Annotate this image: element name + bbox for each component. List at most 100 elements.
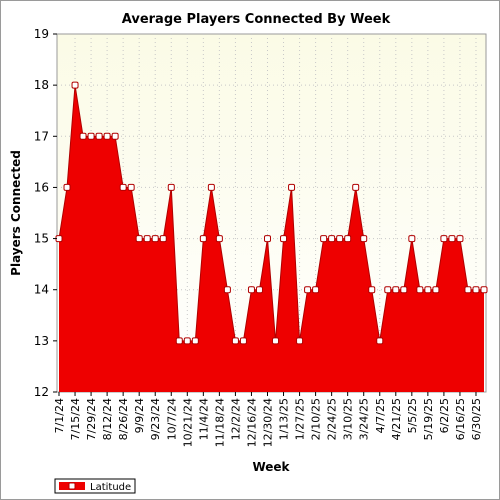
data-point	[424, 286, 432, 294]
x-tick-label: 6/30/25	[470, 398, 483, 440]
x-tick-label: 11/4/24	[197, 398, 210, 440]
data-point	[376, 337, 384, 345]
data-point	[448, 235, 456, 243]
x-tick-label: 7/1/24	[53, 398, 66, 433]
y-tick-label: 14	[34, 283, 49, 297]
x-axis-ticks: 7/1/24 7/15/24 7/29/24 8/12/24 8/26/24 9/9/24…	[53, 392, 483, 447]
data-point	[239, 337, 247, 345]
data-point	[263, 235, 271, 243]
x-tick-label: 9/9/24	[133, 398, 146, 433]
x-axis-label: Week	[252, 460, 290, 474]
y-tick-label: 12	[34, 385, 49, 399]
data-point	[127, 183, 135, 191]
data-point	[360, 235, 368, 243]
data-point	[119, 183, 127, 191]
data-point	[143, 235, 151, 243]
data-point	[255, 286, 263, 294]
data-point	[167, 183, 175, 191]
x-tick-label: 8/26/24	[117, 398, 130, 440]
y-tick-label: 17	[34, 129, 49, 143]
y-tick-label: 15	[34, 232, 49, 246]
data-point	[103, 132, 111, 140]
data-point	[456, 235, 464, 243]
data-point	[416, 286, 424, 294]
data-point	[272, 337, 280, 345]
data-point	[368, 286, 376, 294]
data-point	[151, 235, 159, 243]
x-tick-label: 2/24/25	[326, 398, 339, 440]
series-fill	[59, 85, 484, 393]
data-point	[400, 286, 408, 294]
data-point	[87, 132, 95, 140]
x-tick-label: 5/19/25	[422, 398, 435, 440]
y-tick-label: 16	[34, 180, 49, 194]
x-tick-label: 6/2/25	[438, 398, 451, 433]
data-point	[384, 286, 392, 294]
legend-label: Latitude	[90, 482, 131, 493]
data-point	[247, 286, 255, 294]
data-point	[215, 235, 223, 243]
data-point	[135, 235, 143, 243]
x-tick-label: 6/16/25	[454, 398, 467, 440]
data-point	[304, 286, 312, 294]
y-axis-ticks: 12 13 14 15 16 17 18 19	[34, 27, 57, 399]
data-point	[312, 286, 320, 294]
x-tick-label: 10/21/24	[181, 398, 194, 447]
x-tick-label: 12/16/24	[245, 398, 258, 447]
data-point	[199, 235, 207, 243]
legend: Latitude	[54, 478, 136, 494]
data-point	[183, 337, 191, 345]
data-point	[472, 286, 480, 294]
data-point	[328, 235, 336, 243]
data-point	[223, 286, 231, 294]
data-point	[296, 337, 304, 345]
data-point	[392, 286, 400, 294]
data-point	[320, 235, 328, 243]
x-tick-label: 10/7/24	[165, 398, 178, 440]
x-tick-label: 9/23/24	[149, 398, 162, 440]
data-point	[280, 235, 288, 243]
data-point	[111, 132, 119, 140]
data-point	[464, 286, 472, 294]
x-tick-label: 12/30/24	[261, 398, 274, 447]
x-tick-label: 7/15/24	[69, 398, 82, 440]
chart-title: Average Players Connected By Week	[122, 12, 391, 27]
x-tick-label: 8/12/24	[101, 398, 114, 440]
legend-marker	[68, 482, 76, 490]
y-tick-label: 13	[34, 334, 49, 348]
data-point	[191, 337, 199, 345]
data-point	[336, 235, 344, 243]
data-point	[344, 235, 352, 243]
x-tick-label: 1/27/25	[294, 398, 307, 440]
data-point	[432, 286, 440, 294]
x-tick-label: 3/10/25	[342, 398, 355, 440]
x-tick-label: 5/5/25	[406, 398, 419, 433]
x-tick-label: 3/24/25	[358, 398, 371, 440]
data-point	[480, 286, 488, 294]
data-point	[71, 81, 79, 89]
data-point	[95, 132, 103, 140]
data-point	[408, 235, 416, 243]
data-point	[79, 132, 87, 140]
data-point	[440, 235, 448, 243]
x-tick-label: 4/7/25	[374, 398, 387, 433]
x-tick-label: 11/18/24	[213, 398, 226, 447]
data-point	[288, 183, 296, 191]
x-tick-label: 4/21/25	[390, 398, 403, 440]
y-tick-label: 19	[34, 27, 49, 41]
y-tick-label: 18	[34, 78, 49, 92]
series-area	[55, 81, 488, 393]
data-point	[207, 183, 215, 191]
x-tick-label: 1/13/25	[278, 398, 291, 440]
data-point	[159, 235, 167, 243]
x-tick-label: 12/2/24	[229, 398, 242, 440]
data-point	[175, 337, 183, 345]
data-point	[63, 183, 71, 191]
x-tick-label: 2/10/25	[310, 398, 323, 440]
y-axis-label: Players Connected	[9, 150, 23, 276]
x-tick-label: 7/29/24	[85, 398, 98, 440]
data-point	[352, 183, 360, 191]
data-point	[231, 337, 239, 345]
